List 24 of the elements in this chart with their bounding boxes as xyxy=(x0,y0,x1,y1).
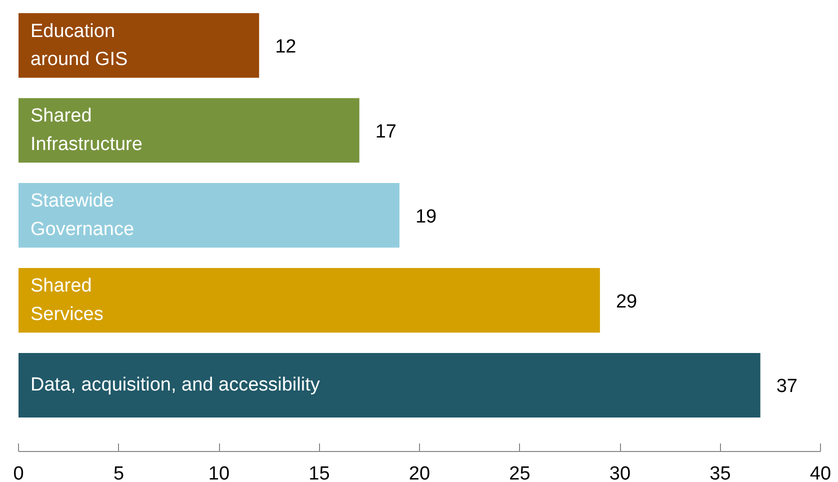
x-tick-label: 5 xyxy=(113,464,124,482)
bar xyxy=(18,352,760,418)
y-tick-label: Shared Services xyxy=(30,276,104,325)
data-label: 19 xyxy=(415,206,437,228)
x-tick-label: 25 xyxy=(509,464,530,482)
y-tick-label: Data, acquisition, and accessibility xyxy=(30,374,320,396)
data-label: 12 xyxy=(275,36,296,58)
x-tick-label: 35 xyxy=(710,464,731,482)
bar xyxy=(18,98,360,163)
bar xyxy=(18,268,600,333)
data-label: 37 xyxy=(776,376,798,398)
bar xyxy=(18,13,260,78)
x-tick-label: 0 xyxy=(13,464,24,482)
data-label: 17 xyxy=(375,121,396,142)
x-tick-label: 30 xyxy=(609,464,631,482)
y-tick-label: Education around GIS xyxy=(30,20,128,70)
bar xyxy=(18,183,400,248)
data-label: 29 xyxy=(616,291,638,312)
x-tick-label: 40 xyxy=(810,464,832,482)
y-tick-label: Shared Infrastructure xyxy=(30,106,142,156)
x-tick-label: 10 xyxy=(208,464,230,482)
y-tick-label: Statewide Governance xyxy=(30,190,134,240)
x-tick-label: 20 xyxy=(408,464,430,482)
x-tick-label: 15 xyxy=(308,464,330,482)
